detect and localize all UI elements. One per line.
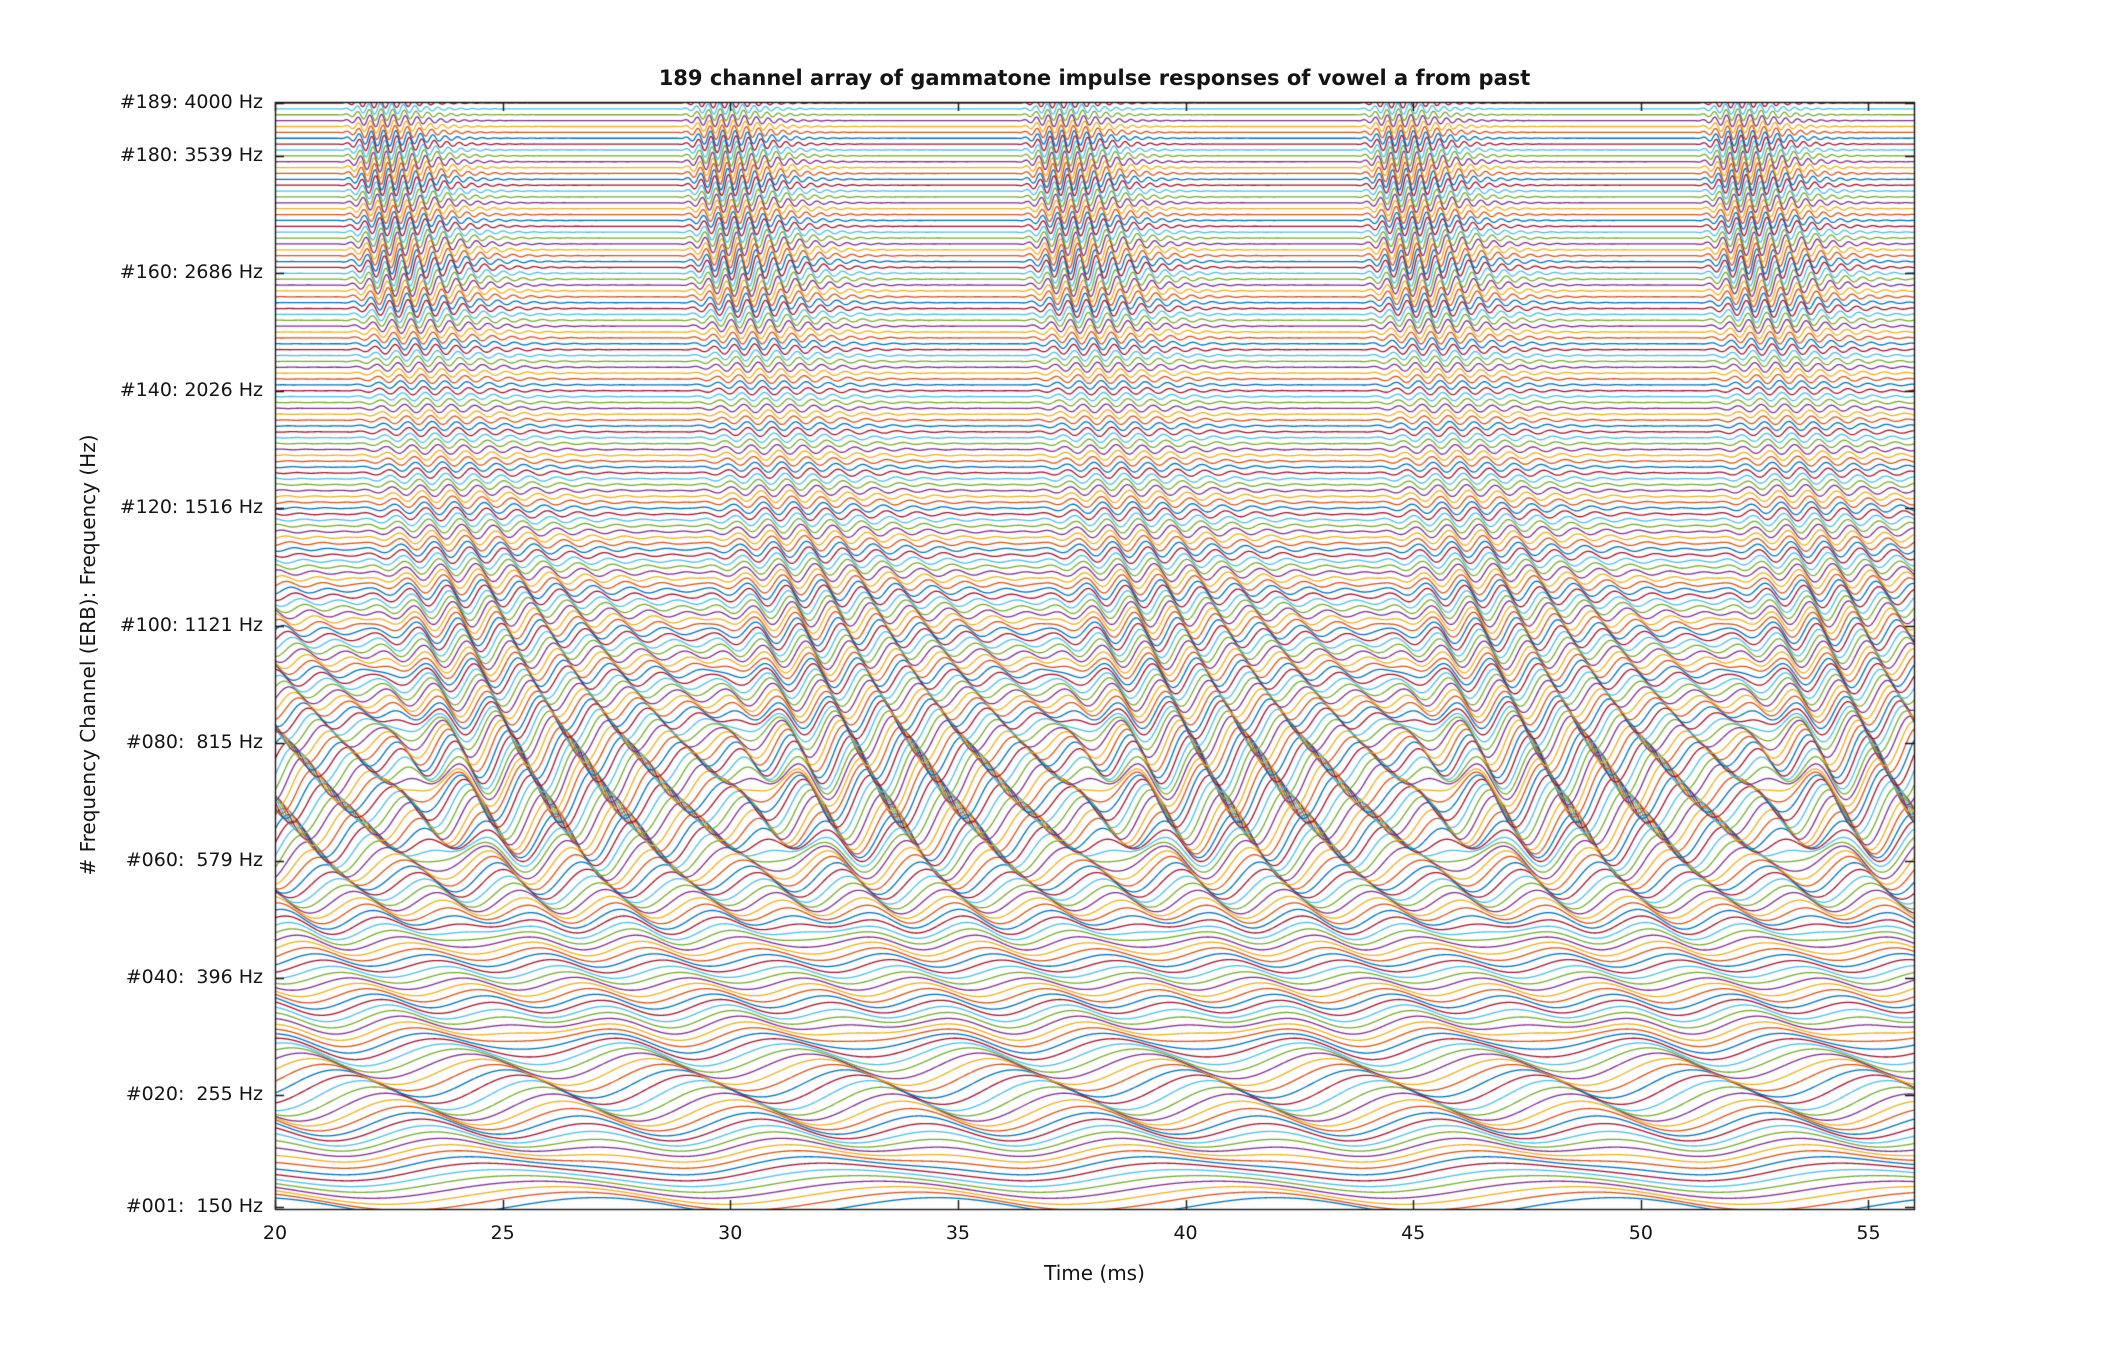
x-tick-label: 25 <box>490 1222 515 1244</box>
y-tick-label: #189: 4000 Hz <box>119 91 263 113</box>
y-tick-label: #180: 3539 Hz <box>119 143 263 166</box>
y-tick-label: #040: 396 Hz <box>125 965 263 988</box>
x-tick-label: 40 <box>1173 1222 1198 1244</box>
y-tick-label: #140: 2026 Hz <box>119 378 263 401</box>
x-tick-label: 55 <box>1856 1222 1881 1244</box>
y-tick-label: #100: 1121 Hz <box>119 613 263 636</box>
y-tick-label: #160: 2686 Hz <box>119 261 263 284</box>
y-axis-label: # Frequency Channel (ERB): Frequency (Hz… <box>76 434 100 876</box>
x-tick-label: 35 <box>945 1222 970 1244</box>
x-tick-label: 50 <box>1628 1222 1653 1244</box>
x-tick-label: 45 <box>1401 1222 1426 1244</box>
x-tick-label: 30 <box>718 1222 743 1244</box>
y-tick-label: #080: 815 Hz <box>125 731 263 754</box>
y-tick-label: #060: 579 Hz <box>125 848 263 871</box>
y-tick-label: #020: 255 Hz <box>125 1083 263 1106</box>
x-axis-label: Time (ms) <box>1044 1261 1145 1285</box>
y-tick-label: #120: 1516 Hz <box>119 496 263 519</box>
x-tick-label: 20 <box>262 1222 288 1244</box>
chart-title: 189 channel array of gammatone impulse r… <box>658 66 1531 90</box>
y-tick-label: #001: 150 Hz <box>125 1195 263 1217</box>
